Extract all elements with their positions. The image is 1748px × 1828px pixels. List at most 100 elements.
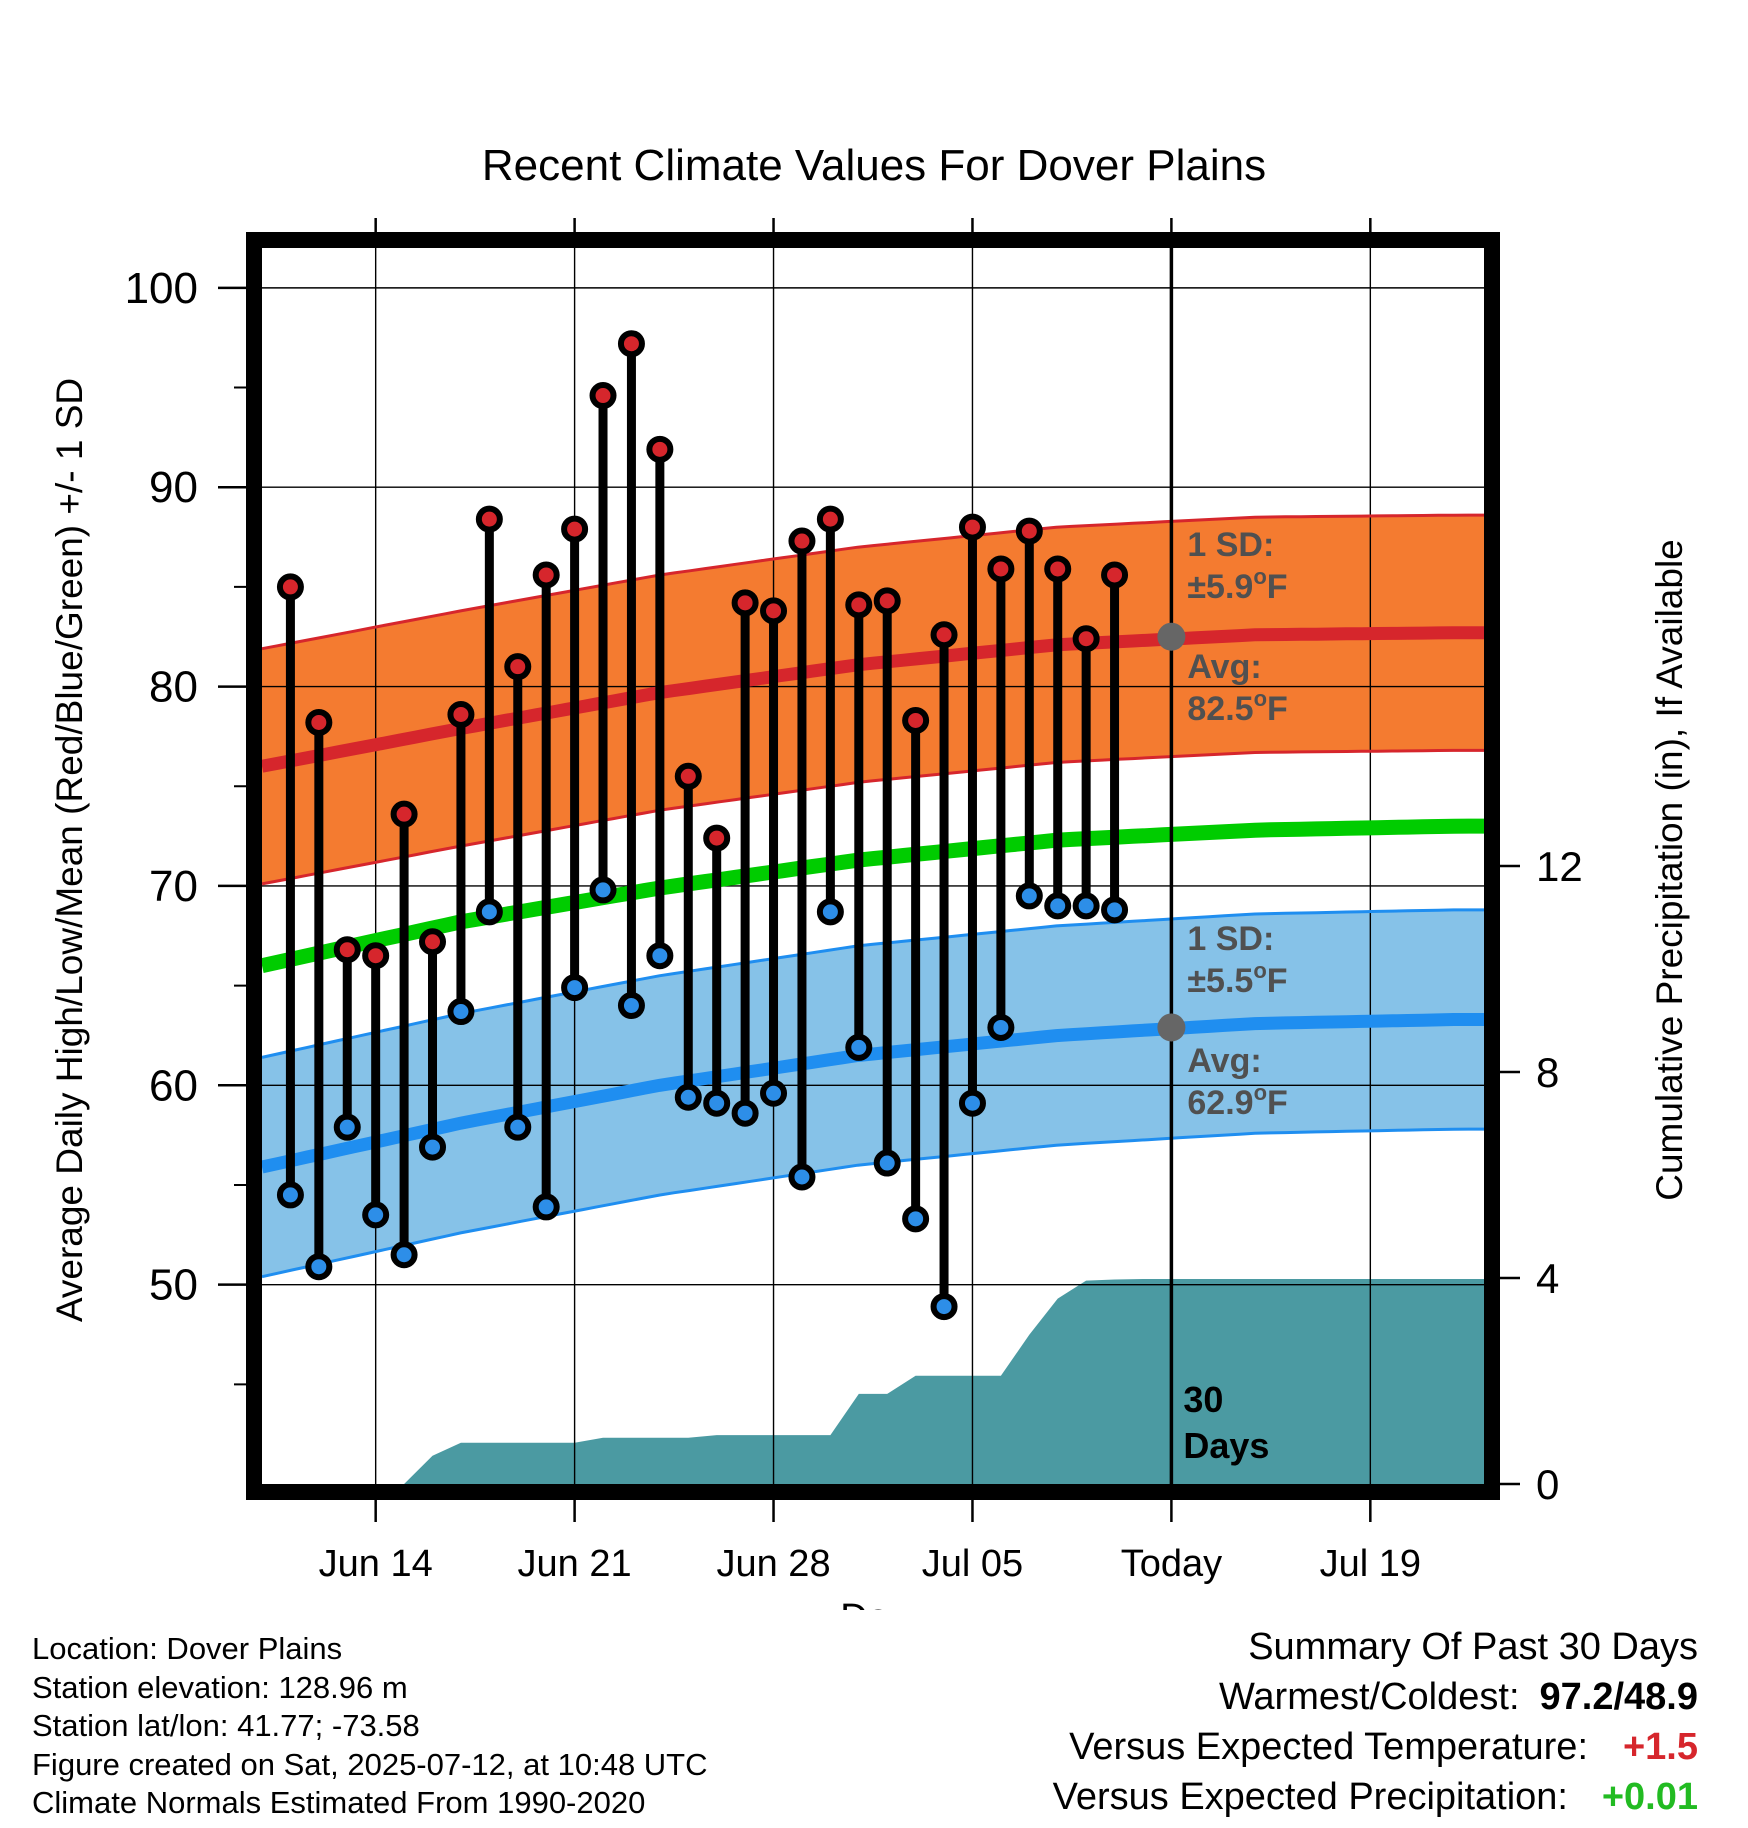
- low-point: [958, 1089, 986, 1117]
- y-tick-label-right: 0: [1536, 1461, 1559, 1508]
- precip-deviation-label: Versus Expected Precipitation:: [1052, 1776, 1568, 1818]
- station-location: Location: Dover Plains: [32, 1631, 343, 1666]
- low-point: [561, 974, 589, 1002]
- x-tick-label: Jul 19: [1320, 1543, 1421, 1585]
- low-point: [873, 1149, 901, 1177]
- high-point: [760, 597, 788, 625]
- high-sd-label: 1 SD:: [1187, 526, 1274, 564]
- x-tick-label: Jun 28: [716, 1543, 830, 1585]
- high-point: [930, 621, 958, 649]
- low-point: [617, 992, 645, 1020]
- low-point: [987, 1013, 1015, 1041]
- summary-title: Summary Of Past 30 Days: [1248, 1626, 1698, 1668]
- high-point: [731, 589, 759, 617]
- high-avg-today-marker: [1157, 622, 1186, 651]
- summary-temp-row: Versus Expected Temperature: +1.5: [1053, 1722, 1698, 1772]
- low-point: [276, 1181, 304, 1209]
- high-point: [333, 936, 361, 964]
- high-point: [1044, 555, 1072, 583]
- y-tick-label-right: 12: [1536, 843, 1583, 890]
- high-point: [419, 928, 447, 956]
- low-point: [1101, 896, 1129, 924]
- station-elevation: Station elevation: 128.96 m: [32, 1669, 408, 1705]
- temp-deviation-label: Versus Expected Temperature:: [1069, 1726, 1588, 1768]
- y-tick-label-right: 4: [1536, 1255, 1559, 1302]
- high-point: [617, 330, 645, 358]
- x-tick-label: Jun 14: [319, 1543, 433, 1585]
- low-point: [731, 1099, 759, 1127]
- high-point: [845, 591, 873, 619]
- high-point: [589, 382, 617, 410]
- days-count: 30: [1183, 1379, 1223, 1420]
- normal-bands: [262, 515, 1484, 1277]
- low-point: [390, 1241, 418, 1269]
- high-point: [305, 708, 333, 736]
- low-point: [532, 1193, 560, 1221]
- y-axis-label-left: Average Daily High/Low/Mean (Red/Blue/Gr…: [49, 378, 90, 1322]
- climate-chart: Recent Climate Values For Dover Plains 1…: [49, 141, 1690, 1610]
- y-tick-label-left: 100: [125, 264, 198, 313]
- high-point: [902, 706, 930, 734]
- low-point: [333, 1113, 361, 1141]
- high-point: [447, 700, 475, 728]
- high-avg-label: Avg:: [1187, 648, 1261, 686]
- low-point: [646, 942, 674, 970]
- high-point: [362, 942, 390, 970]
- y-tick-label-left: 60: [149, 1061, 198, 1110]
- days-label: Days: [1183, 1425, 1269, 1466]
- axes: 100 90 80 70 60 50 12 8 4 0 Jun 14 Jun 21 Jun 28 Jul …: [125, 218, 1583, 1585]
- low-point: [1072, 892, 1100, 920]
- low-avg-label: Avg:: [1187, 1042, 1261, 1080]
- low-point: [305, 1253, 333, 1281]
- low-point: [475, 898, 503, 926]
- x-tick-label: Jul 05: [922, 1543, 1023, 1585]
- figure-created: Figure created on Sat, 2025-07-12, at 10…: [32, 1746, 708, 1782]
- high-point: [873, 587, 901, 615]
- low-sd-band: [262, 909, 1484, 1277]
- low-point: [1044, 892, 1072, 920]
- high-sd-value: ±5.9oF: [1187, 564, 1287, 606]
- y-tick-label-left: 90: [149, 463, 198, 512]
- high-point: [674, 762, 702, 790]
- low-point: [816, 898, 844, 926]
- low-point: [447, 998, 475, 1026]
- low-avg-value: 62.9oF: [1187, 1080, 1287, 1122]
- low-point: [1015, 882, 1043, 910]
- y-tick-label-right: 8: [1536, 1049, 1559, 1096]
- low-normal-line: [260, 1013, 1484, 1174]
- daily-points: [276, 330, 1129, 1321]
- low-point: [902, 1205, 930, 1233]
- low-point: [788, 1163, 816, 1191]
- chart-title: Recent Climate Values For Dover Plains: [482, 141, 1266, 190]
- station-info: Location: Dover Plains Station elevation…: [32, 1630, 708, 1823]
- x-tick-label: Today: [1121, 1543, 1222, 1585]
- high-band-lower-edge: [261, 748, 1484, 886]
- high-point: [816, 505, 844, 533]
- low-point: [703, 1089, 731, 1117]
- precipitation-fill: [262, 1279, 1484, 1484]
- high-sd-band: [262, 515, 1484, 884]
- warm-cold-value: 97.2/48.9: [1539, 1676, 1698, 1718]
- precip-deviation-value: +0.01: [1601, 1776, 1698, 1818]
- low-point: [362, 1201, 390, 1229]
- low-point: [930, 1293, 958, 1321]
- low-sd-value: ±5.5oF: [1187, 958, 1287, 1000]
- high-point: [475, 505, 503, 533]
- warm-cold-label: Warmest/Coldest:: [1218, 1676, 1520, 1718]
- low-sd-label: 1 SD:: [1187, 920, 1274, 958]
- low-avg-today-marker: [1157, 1013, 1186, 1042]
- temp-deviation-value: +1.5: [1622, 1726, 1698, 1768]
- y-tick-label-left: 70: [149, 862, 198, 911]
- high-point: [987, 555, 1015, 583]
- high-point: [532, 561, 560, 589]
- high-point: [646, 435, 674, 463]
- high-point: [561, 515, 589, 543]
- low-point: [674, 1083, 702, 1111]
- high-avg-value: 82.5oF: [1187, 686, 1287, 728]
- normal-lines: [260, 513, 1484, 1279]
- mean-normal-line: [260, 818, 1484, 974]
- high-point: [1101, 561, 1129, 589]
- high-point: [1072, 625, 1100, 653]
- high-point: [788, 527, 816, 555]
- low-point: [419, 1133, 447, 1161]
